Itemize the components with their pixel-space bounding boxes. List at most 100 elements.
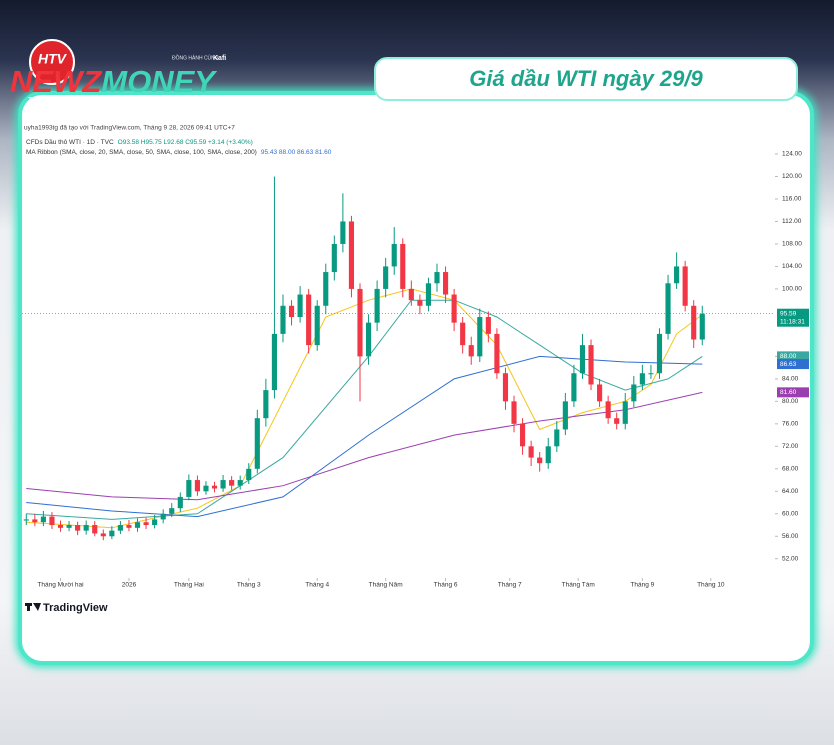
candle-body: [588, 345, 594, 385]
candle-body: [306, 294, 312, 346]
symbol: CFDs Dầu thô WTI · 1D · TVC: [26, 137, 114, 146]
candle-body: [100, 533, 106, 537]
candle-body: [246, 468, 252, 481]
tagline: TIN TỨC THẾ HỆ MỚI: [28, 94, 95, 104]
candle-body: [83, 525, 89, 531]
candle-body: [682, 266, 688, 306]
y-tick-label: 68.00: [782, 466, 799, 473]
candle-body: [40, 516, 46, 523]
candle-body: [177, 496, 183, 509]
partner-label: ĐỒNG HÀNH CÙNG: [172, 54, 219, 61]
candle-body: [229, 480, 235, 486]
candle-body: [639, 373, 645, 385]
last-price: 95.59: [780, 310, 797, 317]
countdown: 11:18:31: [780, 318, 805, 325]
candle-body: [579, 345, 586, 374]
candle-body: [134, 522, 141, 528]
logo-text: HTV: [38, 51, 68, 67]
candle-body: [288, 305, 295, 318]
y-tick-label: 120.00: [782, 173, 802, 180]
x-tick-label: Tháng 6: [434, 582, 458, 589]
tv-logo: [25, 603, 41, 611]
candle-body: [614, 418, 620, 424]
y-tick-label: 116.00: [782, 196, 802, 203]
candle-body: [477, 317, 483, 357]
x-tick-label: Tháng 7: [498, 582, 522, 589]
candle-body: [211, 485, 218, 489]
last-price-box: [777, 308, 809, 327]
y-tick-label: 60.00: [782, 511, 799, 518]
candle-body: [451, 294, 457, 323]
indicator-values: 95.43 88.00 86.63 81.60: [261, 149, 332, 156]
y-tick-label: 76.00: [782, 421, 799, 428]
candle-body: [537, 457, 543, 464]
indicator: MA Ribbon (SMA, close, 20, SMA, close, 5…: [26, 149, 257, 156]
symbol-line: CFDs Dầu thô WTI · 1D · TVC O93.58 H95.75…: [26, 137, 253, 146]
candle-body: [408, 288, 414, 301]
candle-body: [331, 243, 337, 273]
price-label: 81.60: [780, 389, 797, 396]
price-label: 88.00: [780, 353, 797, 360]
candle-body: [648, 373, 654, 375]
candle-body: [374, 288, 380, 323]
candle-body: [271, 333, 277, 391]
candle-body: [92, 525, 98, 534]
x-tick-label: Tháng 10: [697, 582, 725, 589]
candle-body: [528, 446, 534, 458]
candle-body: [502, 373, 509, 402]
headline: Giá dầu WTI ngày 29/9: [469, 66, 703, 91]
x-tick-label: 2026: [122, 582, 137, 589]
candle-body: [391, 243, 397, 267]
price-label-box: [777, 359, 809, 370]
candle-body: [66, 525, 72, 528]
candle-body: [357, 288, 363, 357]
candle-body: [365, 322, 372, 357]
moving-average: [26, 288, 703, 529]
candle-body: [220, 480, 226, 489]
candle-body: [49, 516, 55, 526]
candle-body: [511, 401, 517, 424]
candle-body: [665, 283, 671, 334]
moving-average: [26, 355, 703, 518]
candle-body: [57, 525, 64, 528]
candle-body: [656, 333, 663, 374]
candle-body: [143, 522, 149, 526]
y-tick-label: 124.00: [782, 151, 802, 158]
candle-body: [691, 305, 697, 340]
candle-body: [280, 305, 286, 334]
attribution: uyha1993tg đã tạo với TradingView.com, T…: [24, 125, 235, 132]
candle-body: [605, 401, 611, 419]
x-tick-label: Tháng Mười hai: [37, 582, 83, 589]
candle-body: [126, 525, 132, 528]
moving-average: [26, 391, 703, 501]
candle-body: [323, 272, 329, 306]
candle-body: [194, 480, 200, 492]
brand-b: MONEY: [101, 64, 218, 99]
partner: Kafi: [213, 55, 226, 62]
frame: [18, 91, 814, 665]
candle-body: [520, 423, 526, 447]
candle-body: [699, 313, 705, 340]
x-tick-label: Tháng 9: [630, 582, 654, 589]
candle-body: [545, 446, 551, 464]
candle-body: [263, 390, 269, 419]
y-tick-label: 100.00: [782, 286, 802, 293]
price-label-box: [777, 387, 809, 398]
candle-body: [117, 525, 123, 531]
brand-a: NEWZ: [10, 64, 102, 99]
footer: TradingView: [43, 602, 108, 614]
candle-body: [571, 373, 577, 402]
candle-body: [383, 266, 389, 289]
candle-body: [169, 508, 175, 514]
candle-body: [597, 384, 603, 402]
candle-body: [314, 305, 320, 346]
y-tick-label: 56.00: [782, 533, 799, 540]
candle-body: [237, 480, 243, 486]
candle-body: [297, 294, 303, 318]
candle-body: [460, 322, 466, 346]
candle-body: [152, 519, 158, 526]
indicator-line: MA Ribbon (SMA, close, 20, SMA, close, 5…: [26, 149, 332, 156]
candle-body: [203, 485, 209, 492]
